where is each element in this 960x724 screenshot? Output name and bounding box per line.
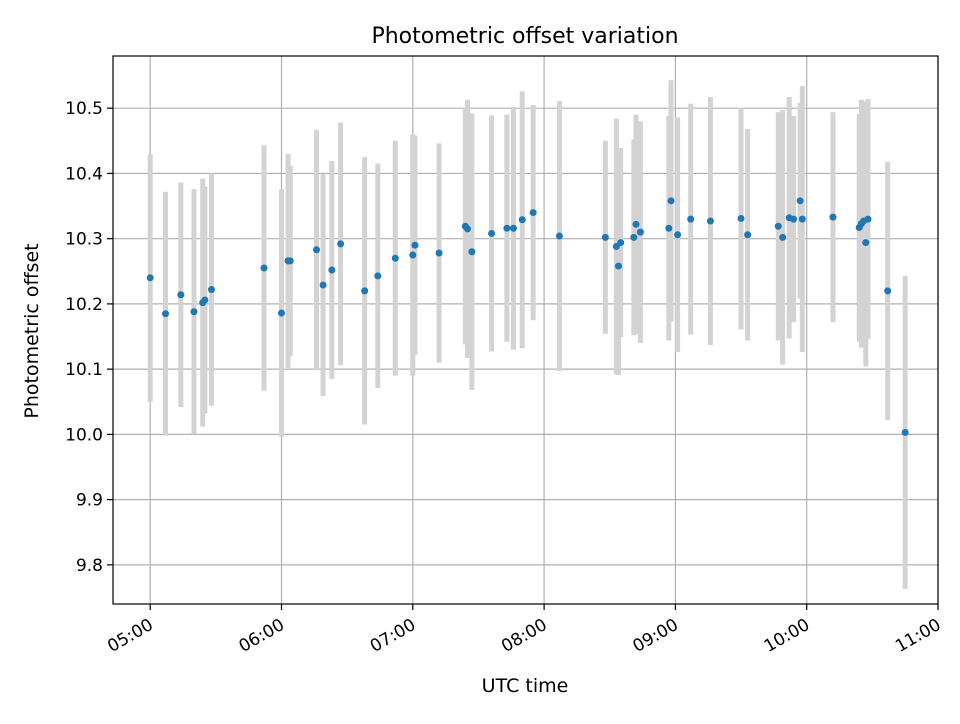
y-tick-label: 10.1: [65, 360, 103, 380]
data-point: [529, 209, 537, 217]
y-tick-label: 9.9: [76, 491, 103, 511]
data-point: [779, 233, 787, 241]
data-point: [790, 215, 798, 223]
data-point: [464, 225, 472, 233]
x-axis-label: UTC time: [482, 675, 569, 697]
chart-title: Photometric offset variation: [371, 24, 678, 49]
data-point: [435, 249, 443, 257]
data-point: [674, 231, 682, 239]
data-point: [201, 296, 209, 304]
data-point: [190, 308, 198, 316]
data-point: [744, 231, 752, 239]
data-point: [632, 220, 640, 228]
data-point: [630, 233, 638, 241]
data-points: [146, 197, 909, 436]
data-point: [617, 239, 625, 247]
data-point: [796, 197, 804, 205]
data-point: [207, 286, 215, 294]
plot-frame: [112, 55, 939, 605]
data-point: [488, 229, 496, 237]
data-point: [555, 232, 563, 240]
data-point: [361, 287, 369, 295]
data-point: [260, 264, 268, 272]
data-point: [798, 215, 806, 223]
data-point: [328, 266, 336, 274]
data-point: [409, 251, 417, 259]
data-point: [162, 310, 170, 318]
data-point: [503, 224, 511, 232]
data-point: [667, 197, 675, 205]
y-tick-label: 10.5: [65, 99, 103, 119]
y-tick-label: 10.4: [65, 164, 103, 184]
data-point: [706, 217, 714, 225]
data-point: [601, 233, 609, 241]
y-axis-ticks: 9.8 9.9 10.0 10.1 10.2 10.3 10.4 10.5: [65, 99, 113, 576]
data-point: [829, 213, 837, 221]
y-tick-label: 10.0: [65, 425, 103, 445]
data-point: [374, 272, 382, 280]
data-point: [278, 309, 286, 317]
data-point: [636, 228, 644, 236]
data-point: [687, 215, 695, 223]
data-point: [177, 291, 185, 299]
data-point: [146, 274, 154, 282]
data-point: [901, 428, 909, 436]
data-point: [286, 257, 294, 265]
data-point: [391, 254, 399, 262]
data-point: [665, 224, 673, 232]
y-tick-label: 9.8: [76, 556, 103, 576]
data-point: [319, 281, 327, 289]
y-tick-label: 10.2: [65, 295, 103, 315]
data-point: [313, 246, 321, 254]
data-point: [737, 214, 745, 222]
data-point: [509, 224, 517, 232]
y-axis-label: Photometric offset: [21, 243, 43, 418]
data-point: [518, 216, 526, 224]
data-point: [615, 262, 623, 270]
data-point: [411, 241, 419, 249]
data-point: [862, 239, 870, 247]
data-point: [884, 287, 892, 295]
y-tick-label: 10.3: [65, 230, 103, 250]
data-point: [468, 248, 476, 256]
data-point: [864, 215, 872, 223]
data-point: [774, 222, 782, 230]
data-point: [337, 240, 345, 248]
